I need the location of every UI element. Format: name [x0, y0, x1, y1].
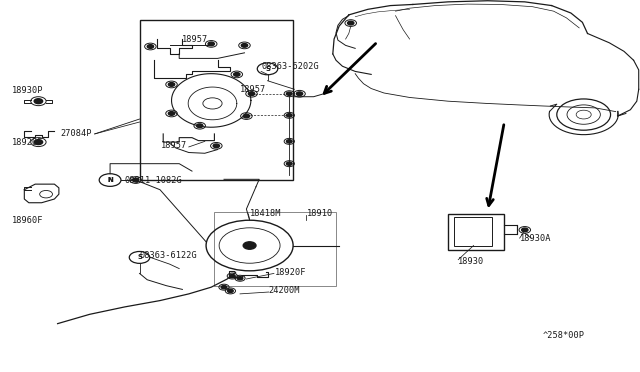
Text: 18930P: 18930P [12, 86, 43, 94]
Text: 18957: 18957 [161, 141, 188, 150]
Text: 08911-1082G: 08911-1082G [125, 176, 182, 185]
Bar [140, 20, 293, 180]
Circle shape [243, 114, 250, 118]
Text: N: N [107, 177, 113, 183]
Bar [214, 212, 336, 286]
Text: 24200M: 24200M [269, 286, 300, 295]
Circle shape [132, 178, 139, 182]
Text: ^258*00P: ^258*00P [543, 331, 585, 340]
Circle shape [208, 42, 214, 46]
Text: 18418M: 18418M [250, 209, 281, 218]
Text: 08363-6122G: 08363-6122G [140, 251, 197, 260]
Circle shape [221, 286, 227, 289]
Circle shape [147, 45, 154, 48]
Circle shape [196, 124, 203, 128]
Text: N: N [108, 177, 113, 183]
Bar [448, 214, 504, 250]
Bar [454, 217, 492, 246]
Circle shape [287, 92, 292, 95]
Text: 18957: 18957 [240, 85, 266, 94]
Text: 18930A: 18930A [520, 234, 551, 243]
Circle shape [287, 162, 292, 165]
Circle shape [287, 140, 292, 143]
Circle shape [34, 99, 43, 104]
Circle shape [228, 289, 233, 292]
Circle shape [296, 92, 303, 96]
Circle shape [230, 275, 235, 278]
Text: 18920F: 18920F [275, 268, 307, 277]
Text: 18930: 18930 [458, 257, 484, 266]
Circle shape [234, 73, 240, 76]
Text: 18960F: 18960F [12, 216, 43, 225]
Circle shape [522, 228, 528, 232]
Circle shape [287, 114, 292, 117]
Text: 18920F: 18920F [12, 138, 43, 147]
Circle shape [34, 140, 43, 145]
Text: S: S [137, 254, 142, 260]
Text: 18957: 18957 [182, 35, 209, 44]
Text: 08363-6202G: 08363-6202G [261, 62, 319, 71]
Text: S: S [265, 66, 270, 72]
Text: 18910: 18910 [307, 209, 333, 218]
Text: 27084P: 27084P [61, 129, 92, 138]
Circle shape [348, 21, 354, 25]
Circle shape [213, 144, 220, 148]
Circle shape [243, 242, 256, 249]
Circle shape [248, 92, 255, 96]
Circle shape [241, 44, 248, 47]
Circle shape [168, 112, 175, 115]
Circle shape [237, 277, 243, 280]
Circle shape [168, 83, 175, 86]
